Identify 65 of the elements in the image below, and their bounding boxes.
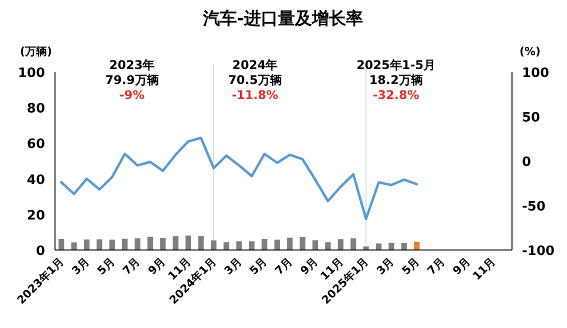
bar [300, 237, 306, 250]
bar [210, 240, 216, 250]
bar [224, 242, 230, 250]
x-tick-label: 5月 [400, 254, 422, 278]
x-tick-label: 3月 [222, 254, 244, 278]
bar [388, 242, 394, 250]
bar [287, 238, 293, 250]
bar [198, 236, 204, 250]
annotation: 70.5万辆 [228, 73, 282, 87]
bar [401, 243, 407, 250]
x-tick-label: 9月 [146, 254, 168, 278]
annotation: -32.8% [372, 88, 420, 102]
bar [236, 241, 242, 250]
y2-tick-label: 50 [522, 110, 540, 126]
bar [312, 240, 318, 250]
bar [96, 239, 102, 250]
bar [109, 240, 115, 250]
y-tick-label: 80 [26, 102, 45, 117]
bar [172, 236, 178, 250]
x-tick-label: 7月 [424, 254, 448, 278]
bar [248, 241, 255, 250]
y-tick-label: 20 [26, 208, 45, 224]
y-tick-label: 100 [18, 66, 45, 81]
bar [58, 238, 64, 250]
x-tick-label: 7月 [272, 254, 295, 278]
y2-tick-label: -50 [522, 200, 546, 214]
bar [134, 238, 140, 250]
x-tick-label: 9月 [298, 254, 320, 278]
annotation: 79.9万辆 [105, 73, 159, 87]
bar [71, 242, 77, 250]
bar [84, 240, 90, 250]
y-tick-label: 0 [36, 244, 45, 259]
x-tick-label: 5月 [247, 254, 270, 278]
x-tick-label: 9月 [450, 254, 473, 278]
bar [160, 238, 166, 250]
annotation: -11.8% [232, 88, 278, 102]
y2-tick-label: -100 [522, 244, 555, 259]
y-tick-label: 60 [26, 137, 45, 152]
y-axis-title: (万辆) [20, 45, 52, 58]
bar [350, 238, 356, 250]
annotation: 2025年1-5月 [356, 58, 436, 72]
annotation: 2023年 [109, 58, 155, 72]
y-tick-label: 40 [26, 172, 45, 188]
x-tick-label: 3月 [69, 254, 92, 278]
y2-tick-label: 100 [522, 66, 550, 81]
line-series [60, 136, 418, 220]
annotation: -9% [119, 88, 145, 102]
bar [185, 236, 192, 250]
x-tick-label: 3月 [374, 254, 397, 278]
x-tick-label: 7月 [120, 254, 143, 278]
bar [147, 236, 154, 250]
x-tick-label: 5月 [94, 254, 118, 278]
bar [363, 246, 369, 250]
bar [274, 240, 280, 250]
bar [338, 239, 344, 250]
bar [414, 242, 420, 250]
y2-axis-title: (%) [519, 45, 541, 58]
chart-title: 汽车-进口量及增长率 [202, 9, 364, 29]
bar [262, 238, 268, 250]
x-tick-label: 11月 [470, 254, 498, 283]
bar [325, 242, 331, 250]
annotation: 18.2万辆 [369, 73, 423, 87]
annotation: 2024年 [232, 58, 278, 72]
y2-tick-label: 0 [522, 155, 532, 170]
bar [122, 238, 128, 250]
